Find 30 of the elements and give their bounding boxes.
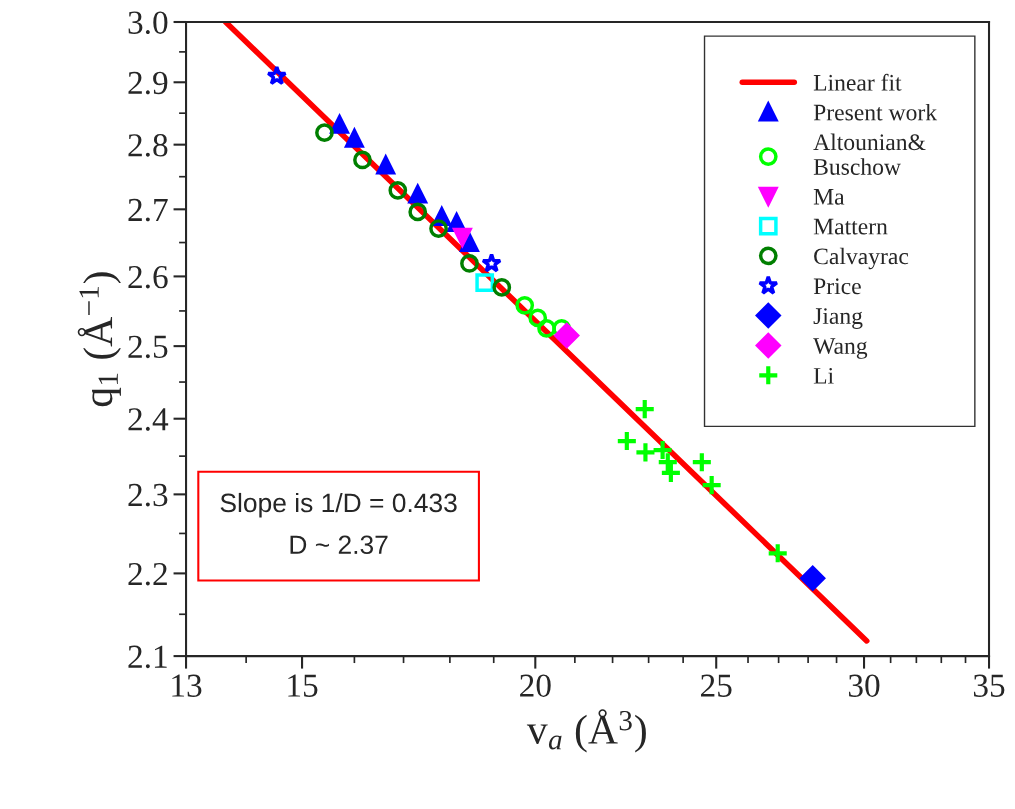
y-tick-label: 2.6 (128, 265, 168, 289)
y-tick-label: 2.8 (128, 134, 168, 157)
y-tick-label: 2.3 (128, 483, 168, 507)
legend-label: Ma (813, 189, 845, 205)
y-tick-label: 2.1 (128, 645, 167, 669)
legend-label: Altounian& Buschow (813, 133, 926, 175)
y-tick-label: 2.4 (128, 408, 169, 431)
y-axis-title: q$_{1}$ (Å$^{−1}$) (77, 272, 121, 407)
x-tick-label: 15 (288, 674, 318, 697)
x-tick-label: 25 (701, 674, 732, 697)
x-tick-label: 35 (973, 674, 1005, 697)
legend-label: Wang (813, 338, 868, 359)
x-tick-label: 20 (520, 674, 551, 697)
legend-label: Mattern (813, 218, 888, 235)
legend-label: Calvayrac (814, 247, 909, 270)
legend-label: Li (813, 367, 834, 384)
legend-label: Linear fit (813, 73, 902, 91)
y-tick-label: 2.2 (128, 562, 167, 586)
y-tick-label: 2.5 (128, 335, 168, 359)
y-tick-label: 2.7 (128, 198, 168, 222)
legend-label: Present work (813, 103, 938, 121)
y-tick-label: 2.9 (128, 71, 168, 95)
x-axis-title: v$_{a}$ (Å$^{3}$) (526, 709, 646, 753)
x-tick-label: 13 (172, 674, 202, 697)
legend-label: Jiang (813, 308, 863, 329)
x-tick-label: 30 (848, 674, 880, 697)
y-tick-label: 3.0 (128, 11, 168, 35)
annotation: Slope is 1/D = 0.433 (220, 492, 457, 518)
legend-label: Price (813, 278, 861, 295)
annotation: D ~ 2.37 (290, 535, 388, 555)
